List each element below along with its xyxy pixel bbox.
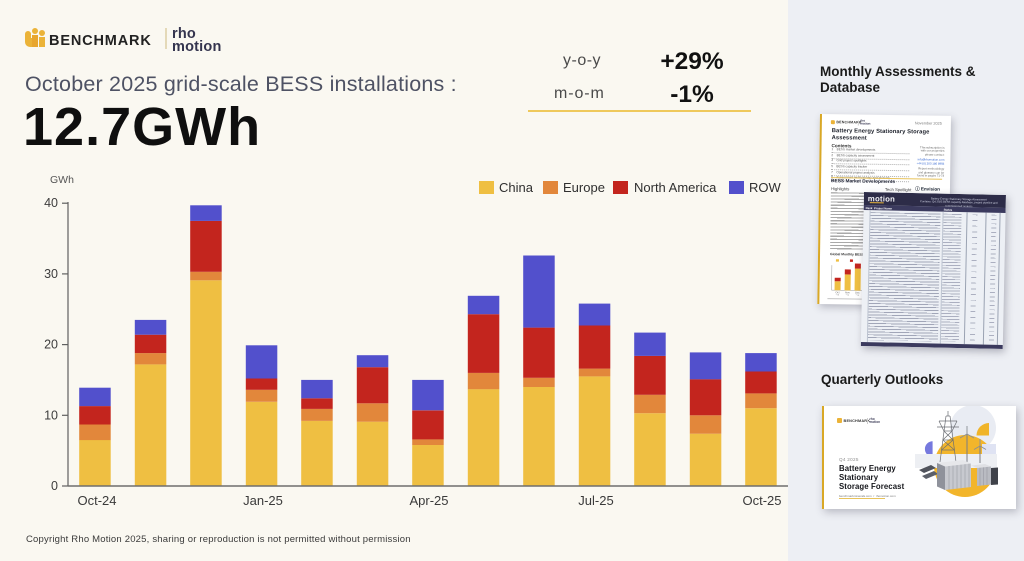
svg-text:'24: '24 (846, 293, 850, 296)
svg-text:Apr-25: Apr-25 (409, 493, 448, 508)
svg-text:'24: '24 (836, 293, 840, 296)
svg-text:Europe: Europe (563, 180, 605, 195)
svg-text:30: 30 (44, 267, 58, 281)
svg-text:0: 0 (51, 479, 58, 493)
svg-text:Oct: Oct (835, 290, 839, 294)
svg-text:Dec: Dec (855, 291, 860, 295)
svg-text:40: 40 (44, 196, 58, 210)
svg-text:10: 10 (44, 408, 58, 422)
svg-text:Jan-25: Jan-25 (243, 493, 283, 508)
svg-text:China: China (499, 180, 534, 195)
svg-text:Oct-24: Oct-24 (77, 493, 116, 508)
svg-text:Oct-25: Oct-25 (742, 493, 781, 508)
svg-text:Jul-25: Jul-25 (578, 493, 613, 508)
svg-text:ROW: ROW (749, 180, 782, 195)
svg-text:GWh: GWh (50, 174, 74, 186)
svg-text:Nov: Nov (845, 290, 850, 294)
svg-text:'24: '24 (856, 293, 860, 296)
svg-text:North America: North America (634, 180, 717, 195)
svg-text:20: 20 (44, 338, 58, 352)
